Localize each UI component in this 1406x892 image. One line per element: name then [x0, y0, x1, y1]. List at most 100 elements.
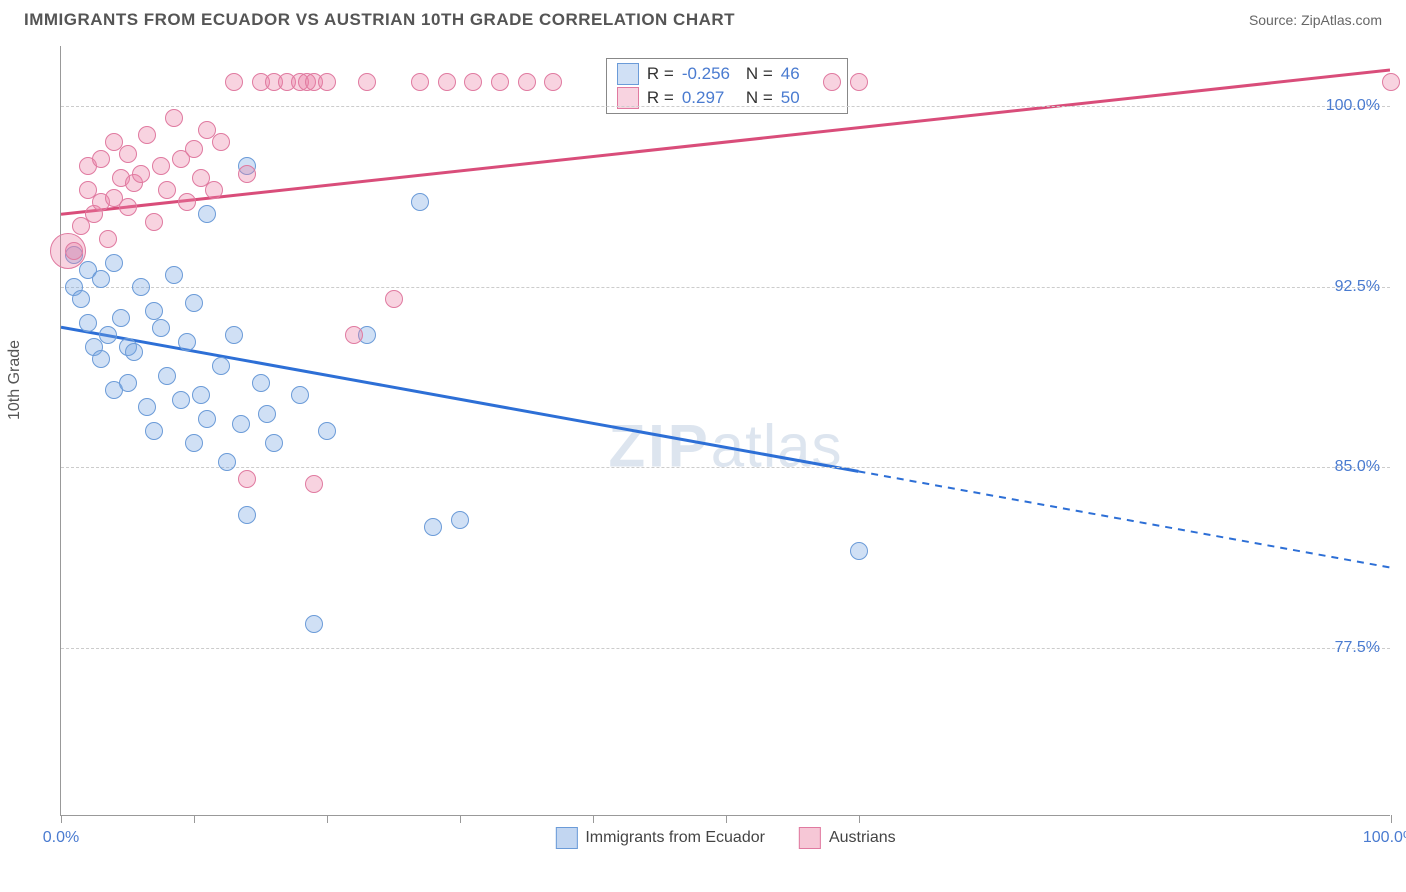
data-point [424, 518, 442, 536]
data-point [165, 266, 183, 284]
data-point [258, 405, 276, 423]
data-point [79, 314, 97, 332]
stats-row: R = -0.256 N = 46 [617, 63, 837, 85]
x-tick [1391, 815, 1392, 823]
source-label: Source: ZipAtlas.com [1249, 12, 1382, 28]
data-point [178, 333, 196, 351]
y-axis-label: 10th Grade [6, 340, 24, 420]
data-point [145, 422, 163, 440]
data-point [198, 205, 216, 223]
data-point [192, 386, 210, 404]
x-tick-label-min: 0.0% [43, 829, 79, 847]
data-point [345, 326, 363, 344]
data-point [205, 181, 223, 199]
x-tick-label-max: 100.0% [1363, 829, 1406, 847]
stat-n-value: 50 [781, 88, 837, 108]
scatter-plot: ZIPatlas R = -0.256 N = 46R = 0.297 N = … [60, 46, 1390, 816]
data-point [112, 309, 130, 327]
data-point [65, 242, 83, 260]
x-tick [194, 815, 195, 823]
data-point [138, 126, 156, 144]
data-point [119, 145, 137, 163]
data-point [823, 73, 841, 91]
data-point [185, 434, 203, 452]
data-point [491, 73, 509, 91]
data-point [238, 506, 256, 524]
data-point [291, 386, 309, 404]
legend: Immigrants from Ecuador Austrians [555, 827, 895, 849]
x-tick [61, 815, 62, 823]
data-point [451, 511, 469, 529]
data-point [172, 391, 190, 409]
gridline [61, 648, 1390, 649]
data-point [252, 374, 270, 392]
legend-item: Austrians [799, 827, 896, 849]
y-tick-label: 85.0% [1335, 458, 1380, 476]
data-point [238, 470, 256, 488]
data-point [225, 73, 243, 91]
watermark: ZIPatlas [608, 411, 842, 480]
data-point [850, 542, 868, 560]
data-point [165, 109, 183, 127]
data-point [438, 73, 456, 91]
data-point [358, 73, 376, 91]
data-point [132, 278, 150, 296]
data-point [265, 434, 283, 452]
x-tick [859, 815, 860, 823]
data-point [105, 254, 123, 272]
data-point [92, 350, 110, 368]
x-tick [726, 815, 727, 823]
data-point [185, 294, 203, 312]
gridline [61, 106, 1390, 107]
x-tick [593, 815, 594, 823]
data-point [305, 475, 323, 493]
data-point [158, 181, 176, 199]
data-point [212, 133, 230, 151]
data-point [318, 422, 336, 440]
legend-label: Immigrants from Ecuador [585, 829, 765, 847]
trend-lines [61, 46, 1390, 815]
stat-label: N = [746, 64, 773, 84]
data-point [518, 73, 536, 91]
data-point [464, 73, 482, 91]
x-tick [327, 815, 328, 823]
data-point [305, 615, 323, 633]
data-point [238, 165, 256, 183]
data-point [385, 290, 403, 308]
data-point [132, 165, 150, 183]
legend-item: Immigrants from Ecuador [555, 827, 765, 849]
data-point [145, 302, 163, 320]
data-point [185, 140, 203, 158]
data-point [119, 198, 137, 216]
header: IMMIGRANTS FROM ECUADOR VS AUSTRIAN 10TH… [0, 0, 1406, 36]
data-point [92, 150, 110, 168]
data-point [138, 398, 156, 416]
gridline [61, 287, 1390, 288]
data-point [158, 367, 176, 385]
data-point [152, 319, 170, 337]
stat-label: N = [746, 88, 773, 108]
data-point [72, 290, 90, 308]
data-point [225, 326, 243, 344]
data-point [119, 374, 137, 392]
legend-label: Austrians [829, 829, 896, 847]
data-point [145, 213, 163, 231]
stat-r-value: 0.297 [682, 88, 738, 108]
data-point [198, 410, 216, 428]
data-point [318, 73, 336, 91]
data-point [152, 157, 170, 175]
data-point [232, 415, 250, 433]
data-point [411, 193, 429, 211]
stat-label: R = [647, 64, 674, 84]
series-swatch [617, 63, 639, 85]
data-point [99, 230, 117, 248]
legend-swatch [555, 827, 577, 849]
data-point [178, 193, 196, 211]
data-point [212, 357, 230, 375]
stat-r-value: -0.256 [682, 64, 738, 84]
data-point [218, 453, 236, 471]
x-tick [460, 815, 461, 823]
stat-label: R = [647, 88, 674, 108]
data-point [125, 343, 143, 361]
data-point [99, 326, 117, 344]
